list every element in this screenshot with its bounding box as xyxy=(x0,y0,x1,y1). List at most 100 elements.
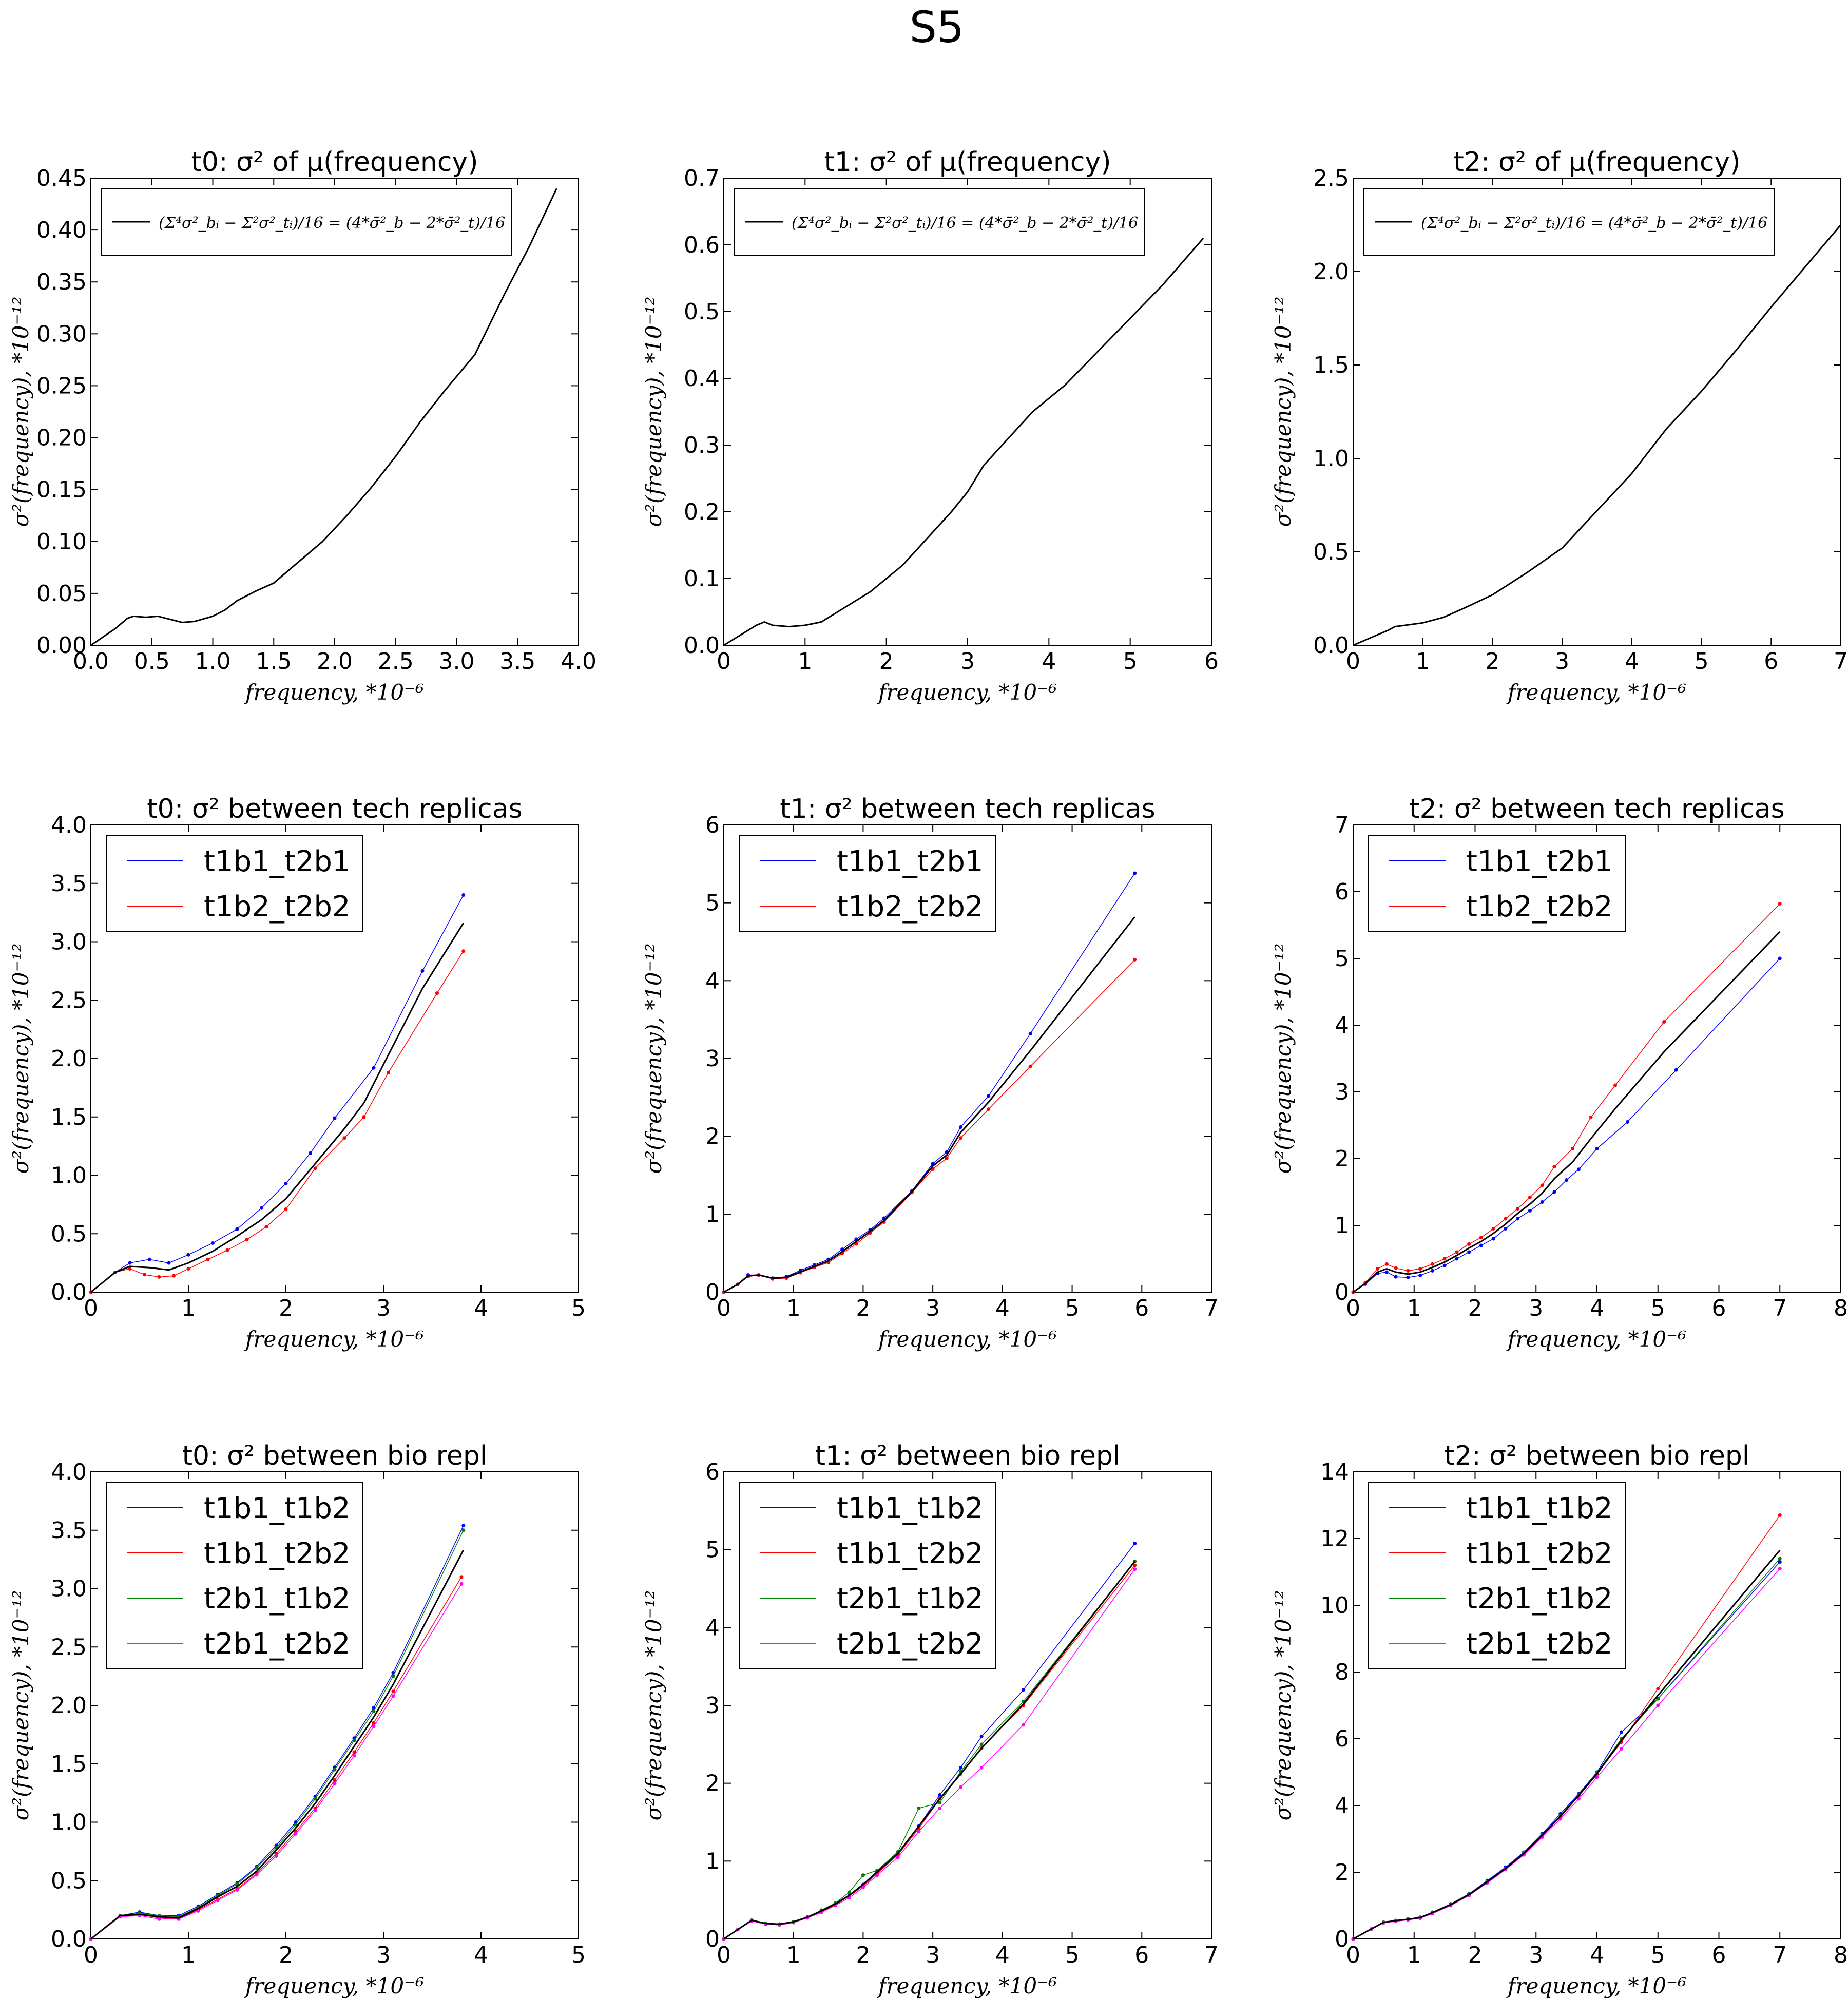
data-point xyxy=(313,1809,317,1813)
chart-title: t0: σ² of μ(frequency) xyxy=(191,147,478,178)
chart-title: t0: σ² between bio repl xyxy=(182,1440,488,1471)
x-tick-label: 6 xyxy=(1712,1942,1726,1968)
data-point xyxy=(1778,1567,1782,1570)
data-point xyxy=(958,1125,962,1129)
chart-panel-6: 0 1 2 3 4 5 6 7 8 0 1 2 3 4 5 6 7 t2: σ² between tech rep… xyxy=(1270,794,1848,1352)
data-point xyxy=(1384,1262,1389,1266)
x-tick-label: 1 xyxy=(798,648,812,675)
y-axis-label: σ²(frequency), *10⁻¹² xyxy=(1270,1590,1296,1821)
legend-label: t1b1_t2b2 xyxy=(1466,1537,1613,1570)
legend-label: t2b1_t2b2 xyxy=(1466,1627,1613,1661)
data-point xyxy=(1406,1269,1410,1273)
data-point xyxy=(1656,1697,1660,1701)
x-tick-label: 6 xyxy=(1134,1295,1149,1321)
data-point xyxy=(987,1094,991,1098)
x-tick-label: 7 xyxy=(1204,1942,1219,1968)
legend-box xyxy=(1368,835,1626,932)
x-tick-label: 4 xyxy=(474,1295,488,1321)
data-point xyxy=(1674,1068,1678,1072)
y-tick-label: 4 xyxy=(705,1615,720,1641)
data-point xyxy=(391,1694,395,1698)
data-point xyxy=(1778,956,1782,960)
data-point xyxy=(206,1257,210,1261)
data-point xyxy=(1430,1269,1434,1273)
data-point xyxy=(917,1830,921,1834)
x-axis-label: frequency, *10⁻⁶ xyxy=(877,1327,1057,1352)
data-point xyxy=(1595,1775,1599,1779)
legend-label: (Σ⁴σ²_bᵢ − Σ²σ²_tᵢ)/16 = (4*σ̄²_b − 2*σ̄… xyxy=(1421,214,1767,232)
data-point xyxy=(1504,1227,1508,1231)
y-tick-label: 8 xyxy=(1335,1659,1349,1685)
x-tick-label: 4 xyxy=(1590,1942,1604,1968)
data-point xyxy=(461,1528,466,1532)
legend-box xyxy=(101,188,512,256)
data-point xyxy=(342,1136,346,1140)
x-tick-label: 4 xyxy=(1625,648,1639,675)
y-tick-label: 0.40 xyxy=(36,217,87,243)
data-point xyxy=(372,1721,376,1725)
y-tick-label: 0 xyxy=(1335,1926,1349,1952)
y-tick-label: 4.0 xyxy=(51,812,87,838)
x-tick-label: 3.0 xyxy=(439,648,475,675)
y-tick-label: 14 xyxy=(1320,1459,1349,1485)
x-tick-label: 0.5 xyxy=(134,648,170,675)
data-point xyxy=(211,1241,215,1245)
data-point xyxy=(372,1724,376,1728)
x-tick-label: 2 xyxy=(856,1295,870,1321)
y-tick-label: 2.0 xyxy=(51,1693,87,1719)
chart-panel-3: 0 1 2 3 4 5 6 7 0.0 0.5 1.0 1.5 2.0 2.5 t2: σ² of μ(fr… xyxy=(1270,147,1848,705)
data-point xyxy=(1133,957,1137,962)
y-tick-label: 0.5 xyxy=(51,1221,87,1247)
x-tick-label: 7 xyxy=(1773,1942,1787,1968)
legend-box xyxy=(1363,188,1775,256)
data-point xyxy=(352,1754,356,1758)
data-point xyxy=(1479,1243,1483,1247)
legend: t1b1_t2b1 t1b2_t2b2 xyxy=(1368,835,1626,932)
x-tick-label: 5 xyxy=(1651,1295,1665,1321)
data-point xyxy=(435,991,439,995)
y-tick-label: 4 xyxy=(1335,1793,1349,1819)
x-tick-label: 4 xyxy=(1590,1295,1604,1321)
data-point xyxy=(274,1854,278,1858)
x-tick-label: 3 xyxy=(1555,648,1569,675)
y-tick-label: 0.45 xyxy=(36,165,87,191)
legend-label: t2b1_t1b2 xyxy=(204,1582,351,1616)
x-tick-label: 1 xyxy=(181,1295,196,1321)
x-tick-label: 1 xyxy=(181,1942,196,1968)
x-tick-label: 0 xyxy=(1346,1295,1360,1321)
y-tick-label: 5 xyxy=(705,1537,720,1563)
chart-title: t2: σ² of μ(frequency) xyxy=(1454,147,1741,178)
x-axis-label: frequency, *10⁻⁶ xyxy=(1506,1327,1686,1352)
y-tick-label: 7 xyxy=(1335,812,1349,838)
legend: (Σ⁴σ²_bᵢ − Σ²σ²_tᵢ)/16 = (4*σ̄²_b − 2*σ̄… xyxy=(101,188,512,256)
y-tick-label: 3.0 xyxy=(51,929,87,955)
x-tick-label: 5 xyxy=(571,1942,586,1968)
y-tick-label: 0.30 xyxy=(36,321,87,347)
x-tick-label: 4 xyxy=(474,1942,488,1968)
legend: t1b1_t1b2 t1b1_t2b2 t2b1_t1b2 t2b1_t2b2 xyxy=(106,1482,363,1669)
data-point xyxy=(847,1890,851,1894)
y-axis-label: σ²(frequency), *10⁻¹² xyxy=(1270,297,1296,527)
data-point xyxy=(1430,1262,1434,1266)
data-point xyxy=(958,1136,962,1140)
x-tick-label: 1.0 xyxy=(195,648,231,675)
data-point xyxy=(1620,1747,1623,1751)
data-point xyxy=(1589,1115,1593,1119)
data-point xyxy=(1022,1723,1026,1727)
data-point xyxy=(128,1267,132,1271)
data-point xyxy=(1133,1542,1137,1546)
y-tick-label: 0.5 xyxy=(51,1868,87,1894)
data-point xyxy=(1552,1190,1556,1194)
legend-label: t1b1_t1b2 xyxy=(1466,1492,1613,1525)
x-tick-label: 3 xyxy=(960,648,975,675)
y-tick-label: 1.0 xyxy=(1313,446,1349,472)
chart-panel-5: 0 1 2 3 4 5 6 7 0 1 2 3 4 5 6 t1: σ² between tech repli… xyxy=(641,794,1219,1352)
y-tick-label: 1 xyxy=(1335,1213,1349,1239)
legend-label: t1b1_t1b2 xyxy=(837,1492,984,1525)
x-tick-label: 3 xyxy=(1529,1295,1543,1321)
data-point xyxy=(309,1151,312,1155)
y-tick-label: 0.15 xyxy=(36,477,87,503)
legend: (Σ⁴σ²_bᵢ − Σ²σ²_tᵢ)/16 = (4*σ̄²_b − 2*σ̄… xyxy=(1363,188,1775,256)
x-tick-label: 1 xyxy=(786,1942,801,1968)
data-point xyxy=(235,1888,239,1892)
